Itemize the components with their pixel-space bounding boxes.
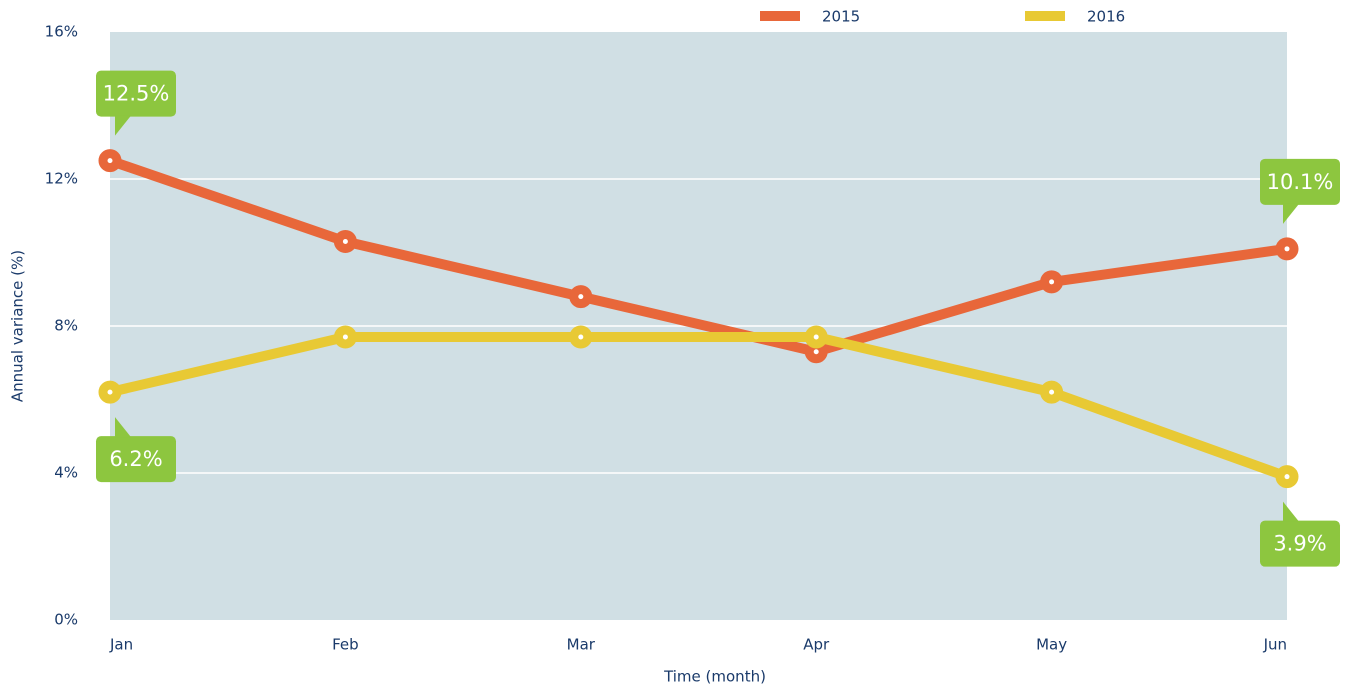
- x-tick-label: Apr: [803, 636, 830, 654]
- point-center: [1049, 279, 1055, 285]
- point-center: [342, 334, 348, 340]
- series-line: [108, 155, 1288, 357]
- series-line: [108, 332, 1289, 482]
- point-center: [578, 334, 584, 340]
- point-center: [342, 238, 348, 244]
- y-tick-label: 0%: [54, 611, 78, 629]
- legend-label: 2016: [1087, 8, 1125, 26]
- data-label: 10.1%: [1267, 170, 1334, 194]
- label-box: [1260, 158, 1340, 205]
- legend-swatch: [1025, 11, 1065, 21]
- x-tick-label: Mar: [567, 636, 596, 654]
- y-tick-label: 16%: [45, 23, 78, 41]
- label-pointer: [115, 417, 131, 438]
- legend-label: 2015: [822, 8, 860, 26]
- label-pointer: [1283, 501, 1299, 522]
- y-tick-label: 12%: [45, 170, 78, 188]
- data-label: 3.9%: [1273, 532, 1326, 556]
- legend-swatch: [760, 11, 800, 21]
- point-center: [107, 158, 113, 164]
- label-box: [1260, 520, 1340, 567]
- point-center: [107, 389, 113, 395]
- point-center: [1049, 389, 1055, 395]
- x-tick-label: Feb: [332, 636, 359, 654]
- label-box: [96, 436, 176, 483]
- point-center: [813, 334, 819, 340]
- y-axis-label: Annual variance (%): [9, 250, 27, 402]
- x-axis-label: Time (month): [663, 668, 766, 686]
- point-center: [813, 349, 819, 355]
- data-label: 6.2%: [109, 447, 162, 471]
- y-tick-label: 4%: [54, 464, 78, 482]
- x-tick-label: Jun: [1263, 636, 1287, 654]
- label-pointer: [115, 115, 131, 136]
- label-box: [96, 70, 176, 117]
- data-label: 12.5%: [103, 82, 170, 106]
- x-tick-label: Jan: [109, 636, 133, 654]
- point-center: [1284, 246, 1290, 252]
- point-center: [1284, 474, 1290, 480]
- label-pointer: [1283, 203, 1299, 224]
- x-tick-label: May: [1036, 636, 1067, 654]
- y-tick-label: 8%: [54, 317, 78, 335]
- point-center: [578, 294, 584, 300]
